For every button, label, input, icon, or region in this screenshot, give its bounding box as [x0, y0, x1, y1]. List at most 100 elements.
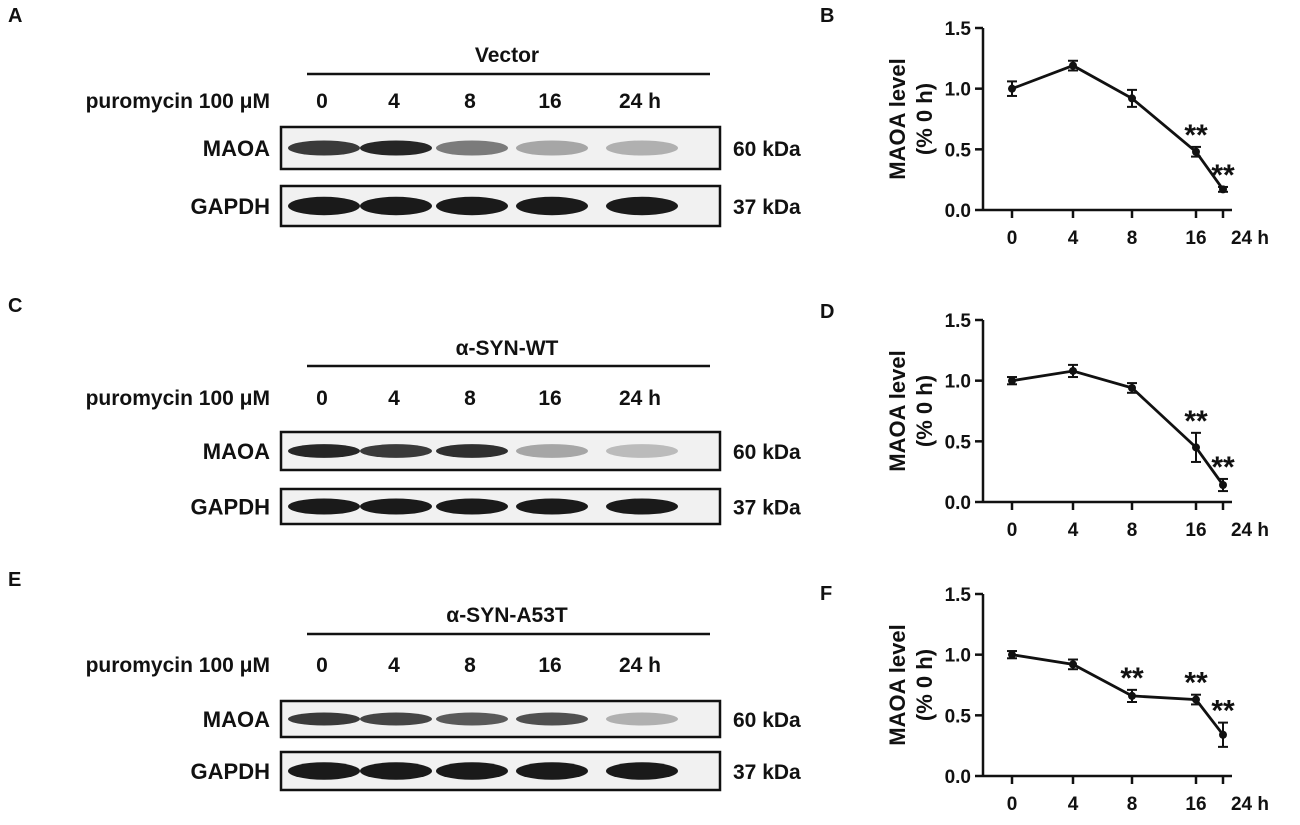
treatment-label: puromycin 100 μM: [86, 90, 270, 113]
y-tick-label: 0.5: [945, 706, 972, 727]
y-tick-label: 1.0: [945, 80, 971, 101]
data-point: [1128, 383, 1136, 392]
blot-band: [360, 762, 432, 780]
y-axis-label-line: MAOA level: [885, 58, 910, 179]
blot-band: [516, 498, 588, 515]
x-tick-label: 0: [1007, 228, 1018, 249]
x-tick-label: 8: [1127, 794, 1138, 815]
group-label: α-SYN-A53T: [446, 604, 568, 627]
significance-marker: **: [1184, 405, 1208, 438]
blot-band: [360, 196, 432, 216]
kda-label: 37 kDa: [733, 761, 801, 784]
data-point: [1008, 84, 1016, 93]
y-axis-label-line: (% 0 h): [912, 83, 937, 155]
y-tick-label: 1.0: [945, 646, 971, 667]
blot-band: [360, 444, 432, 458]
lane-label: 4: [388, 90, 400, 113]
data-point: [1192, 695, 1200, 704]
blot-band: [436, 498, 508, 515]
blot-band: [436, 196, 508, 216]
y-tick-label: 0.0: [945, 201, 971, 222]
x-tick-label: 24 h: [1231, 794, 1269, 815]
data-point: [1192, 443, 1200, 452]
chart-F: F 0.0 0.5 1.0 1.5 0 4 8 16 24 h MAOA level (% 0 h) *…: [820, 583, 1269, 815]
y-tick-label: 0.5: [945, 432, 972, 453]
y-axis-label: MAOA level (% 0 h): [885, 350, 937, 471]
y-tick-label: 0.0: [945, 493, 971, 514]
blot-band: [606, 498, 678, 515]
lane-label: 8: [464, 654, 476, 677]
lane-label: 16: [538, 654, 561, 677]
chart-B: B 0.0 0.5 1.0 1.5 0 4 8 16 24 h MAOA level (% 0 h) *…: [820, 5, 1269, 249]
x-tick-label: 16: [1185, 520, 1206, 541]
lane-label: 8: [464, 387, 476, 410]
data-point: [1069, 660, 1077, 669]
kda-label: 60 kDa: [733, 709, 801, 732]
x-tick-label: 4: [1068, 520, 1079, 541]
blot-band: [436, 444, 508, 458]
panel-letter: C: [8, 295, 22, 317]
y-axis-label: MAOA level (% 0 h): [885, 58, 937, 179]
y-tick-label: 1.5: [945, 585, 972, 606]
lane-label: 0: [316, 654, 328, 677]
treatment-label: puromycin 100 μM: [86, 654, 270, 677]
blot-band: [288, 498, 360, 515]
lane-label: 0: [316, 387, 328, 410]
kda-label: 60 kDa: [733, 441, 801, 464]
x-tick-label: 8: [1127, 228, 1138, 249]
y-tick-label: 1.5: [945, 19, 972, 40]
y-axis-label-line: (% 0 h): [912, 375, 937, 447]
blot-band: [288, 140, 360, 156]
panel-letter: E: [8, 569, 21, 591]
data-point: [1008, 650, 1016, 659]
data-point: [1128, 94, 1136, 103]
significance-marker: **: [1211, 159, 1235, 192]
protein-label: GAPDH: [191, 759, 270, 784]
x-tick-label: 8: [1127, 520, 1138, 541]
significance-marker: **: [1184, 119, 1208, 152]
protein-label: MAOA: [203, 707, 270, 732]
blot-band: [606, 196, 678, 216]
blot-band: [606, 444, 678, 458]
blot-band: [360, 712, 432, 726]
group-label: Vector: [475, 44, 539, 67]
lane-label: 16: [538, 387, 561, 410]
blot-panel-A: A Vector puromycin 100 μM 0 4 8 16 24 h MAOA 60 k…: [8, 5, 801, 228]
x-tick-label: 4: [1068, 228, 1079, 249]
blot-band: [516, 196, 588, 216]
lane-label: 24 h: [619, 387, 661, 410]
significance-marker: **: [1211, 451, 1235, 484]
x-tick-label: 24 h: [1231, 228, 1269, 249]
blot-band: [516, 444, 588, 458]
blot-band: [516, 762, 588, 780]
blot-band: [516, 712, 588, 726]
blot-band: [606, 140, 678, 156]
blot-band: [436, 140, 508, 156]
blot-band: [360, 140, 432, 156]
treatment-label: puromycin 100 μM: [86, 387, 270, 410]
significance-marker: **: [1184, 667, 1208, 700]
lane-label: 24 h: [619, 654, 661, 677]
lane-label: 16: [538, 90, 561, 113]
blot-band: [606, 762, 678, 780]
x-tick-label: 16: [1185, 794, 1206, 815]
lane-label: 24 h: [619, 90, 661, 113]
x-tick-label: 16: [1185, 228, 1206, 249]
x-tick-label: 4: [1068, 794, 1079, 815]
kda-label: 37 kDa: [733, 497, 801, 520]
kda-label: 60 kDa: [733, 138, 801, 161]
data-point: [1069, 61, 1077, 70]
blot-panel-E: Eα-SYN-A53T puromycin 100 μM 0 4 8 16 24 h MAOA…: [8, 569, 801, 792]
y-axis-label-line: MAOA level: [885, 350, 910, 471]
y-axis-label-line: (% 0 h): [912, 649, 937, 721]
protein-label: MAOA: [203, 439, 270, 464]
blot-band: [516, 140, 588, 156]
y-tick-label: 0.5: [945, 140, 972, 161]
chart-D: D 0.0 0.5 1.0 1.5 0 4 8 16 24 h MAOA level (% 0 h) *…: [820, 301, 1269, 541]
x-tick-label: 24 h: [1231, 520, 1269, 541]
x-tick-label: 0: [1007, 520, 1018, 541]
y-axis-label-line: MAOA level: [885, 624, 910, 745]
data-point: [1219, 185, 1227, 194]
y-axis-label: MAOA level (% 0 h): [885, 624, 937, 745]
